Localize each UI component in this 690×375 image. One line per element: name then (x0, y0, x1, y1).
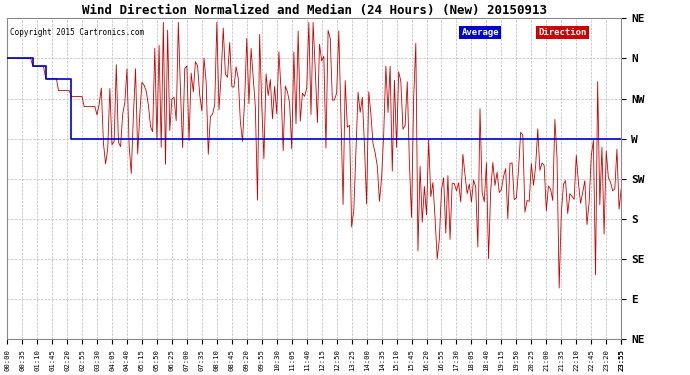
Text: Copyright 2015 Cartronics.com: Copyright 2015 Cartronics.com (10, 28, 144, 37)
Title: Wind Direction Normalized and Median (24 Hours) (New) 20150913: Wind Direction Normalized and Median (24… (81, 4, 546, 17)
Text: Direction: Direction (538, 28, 586, 37)
Text: Average: Average (462, 28, 499, 37)
